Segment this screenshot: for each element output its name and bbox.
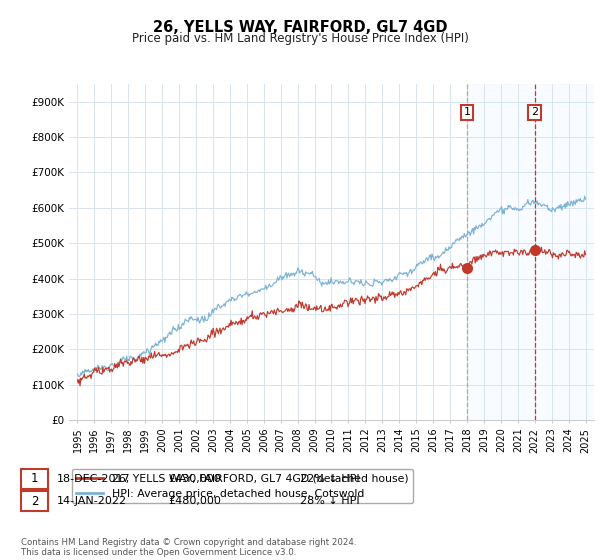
Text: 22% ↓ HPI: 22% ↓ HPI [300,474,359,484]
Bar [467,84,594,420]
Text: £430,000: £430,000 [168,474,221,484]
Text: Price paid vs. HM Land Registry's House Price Index (HPI): Price paid vs. HM Land Registry's House … [131,32,469,45]
Text: 14-JAN-2022: 14-JAN-2022 [57,496,127,506]
Text: 18-DEC-2017: 18-DEC-2017 [57,474,131,484]
Text: 1: 1 [31,472,38,486]
Text: 2: 2 [531,108,538,117]
Legend: 26, YELLS WAY, FAIRFORD, GL7 4GD (detached house), HPI: Average price, detached : 26, YELLS WAY, FAIRFORD, GL7 4GD (detach… [72,469,413,503]
Text: 2: 2 [31,494,38,508]
Text: Contains HM Land Registry data © Crown copyright and database right 2024.
This d: Contains HM Land Registry data © Crown c… [21,538,356,557]
Text: 26, YELLS WAY, FAIRFORD, GL7 4GD: 26, YELLS WAY, FAIRFORD, GL7 4GD [153,20,447,35]
Text: 28% ↓ HPI: 28% ↓ HPI [300,496,359,506]
Text: £480,000: £480,000 [168,496,221,506]
Text: 1: 1 [463,108,470,117]
